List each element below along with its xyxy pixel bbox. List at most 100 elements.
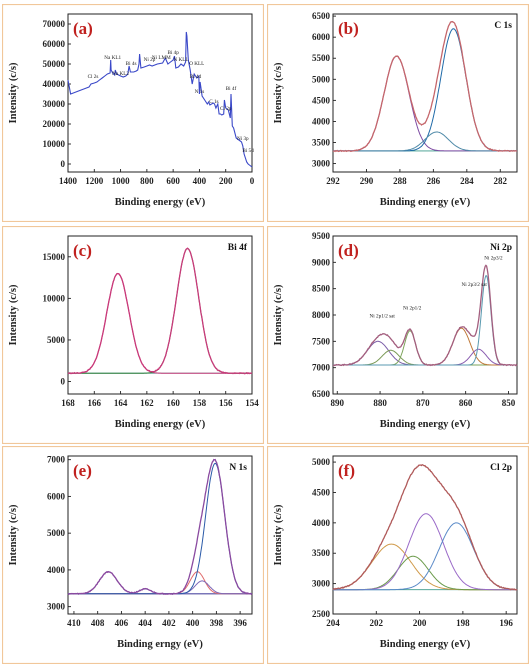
x-tick-label: 158 [193, 398, 207, 408]
x-axis-label: Binding energy (eV) [115, 197, 206, 208]
x-tick-label: 800 [140, 176, 154, 186]
x-tick-label: 1400 [59, 176, 78, 186]
x-tick-label: 156 [219, 398, 233, 408]
panel-letter: (a) [73, 19, 93, 38]
x-tick-label: 1200 [85, 176, 104, 186]
y-tick-label: 5000 [47, 335, 66, 345]
x-tick-label: 860 [459, 398, 473, 408]
peak-annotation: Bi 4p [167, 50, 179, 56]
peak-annotation: C 1s [209, 99, 218, 105]
x-axis-label: Binding erngy (eV) [117, 639, 203, 650]
chart-svg-e: 410 408 406 404 402 400 398 396 3000 4000 5000 6000… [2, 446, 264, 664]
experimental-envelope [67, 247, 253, 375]
panel-frame [2, 4, 264, 222]
chart-svg-b: 292 290 288 286 284 282 3000 3500 4000 4500 5000 55… [267, 4, 529, 222]
chart-svg-a: 1400 1200 1000 800 600 400 200 0010000200003000… [2, 4, 264, 222]
y-tick-label: 3000 [312, 159, 331, 169]
x-tick-label: 408 [91, 618, 105, 628]
panel-frame [267, 446, 529, 664]
panel-frame [267, 226, 529, 444]
spectrum-title: N 1s [229, 463, 247, 473]
x-tick-label: 404 [138, 618, 152, 628]
peak-annotation: Ni 2p [144, 57, 156, 63]
y-tick-label: 6000 [47, 491, 66, 501]
y-tick-label: 10000 [43, 139, 66, 149]
x-tick-label: 202 [370, 618, 384, 628]
y-tick-label: 30000 [43, 99, 66, 109]
x-tick-label: 162 [140, 398, 154, 408]
y-tick-label: 2500 [312, 609, 331, 619]
x-tick-label: 600 [166, 176, 180, 186]
peak-annotation: Bi 4d [190, 74, 202, 80]
x-tick-label: 204 [326, 618, 340, 628]
peak-annotation: Ni 3p [237, 136, 249, 142]
y-axis-label: Intensity (c/s) [8, 284, 19, 345]
y-tick-label: 4000 [312, 518, 331, 528]
x-tick-label: 154 [245, 398, 259, 408]
spectrum-title: Cl 2p [490, 463, 512, 473]
y-axis-label: Intensity (c/s) [273, 504, 284, 565]
y-tick-label: 8000 [312, 310, 331, 320]
x-tick-label: 166 [88, 398, 102, 408]
x-tick-label: 400 [193, 176, 207, 186]
panel-d-ni2p: 890 880 870 860 850 6500 7000 7500 8000 8500 9000 9… [267, 226, 529, 444]
y-tick-label: 20000 [43, 119, 66, 129]
plot-area-frame [67, 13, 253, 173]
peak-annotation: Cl 2s [88, 74, 99, 80]
x-tick-label: 398 [210, 618, 224, 628]
chart-svg-c: 168 166 164 162 160 158 156 154 0 5000 10000 15000 B… [2, 226, 264, 444]
panel-frame [2, 446, 264, 664]
y-tick-label: 0 [61, 159, 66, 169]
plot-area-frame [67, 455, 253, 615]
peak-annotation: Ni LMM [152, 55, 171, 61]
panel-letter: (e) [73, 461, 92, 480]
peak-annotation: Bi 5d [242, 148, 254, 154]
plot-area-frame [67, 235, 253, 395]
peak-annotation: N 1s [195, 89, 205, 95]
y-tick-label: 4000 [47, 565, 66, 575]
fit-component-3 [333, 131, 517, 152]
peak-annotation: Cl 2p [220, 106, 232, 112]
chart-svg-f: 204 202 200 198 196 2500 3000 3500 4000 4500 5000 B… [267, 446, 529, 664]
panel-frame [267, 4, 529, 222]
y-tick-label: 0 [61, 377, 66, 387]
y-tick-label: 70000 [43, 19, 66, 29]
experimental-envelope [332, 264, 518, 367]
x-tick-label: 850 [502, 398, 516, 408]
y-tick-label: 4000 [312, 116, 331, 126]
x-tick-label: 160 [166, 398, 180, 408]
peak-annotation: Na KL2 [112, 71, 129, 77]
peak-annotation: Na KL1 [104, 55, 121, 61]
plot-area-frame [332, 13, 518, 173]
x-tick-label: 396 [233, 618, 247, 628]
y-tick-label: 4500 [312, 95, 331, 105]
x-tick-label: 198 [456, 618, 470, 628]
peak-annotation: Ni 2p1/2 sat [370, 314, 396, 320]
y-tick-label: 10000 [43, 293, 66, 303]
y-tick-label: 50000 [43, 59, 66, 69]
y-tick-label: 5000 [47, 528, 66, 538]
panel-b-c1s: 292 290 288 286 284 282 3000 3500 4000 4500 5000 55… [267, 4, 529, 222]
peak-annotation: O KLL [189, 61, 204, 67]
experimental-envelope [332, 463, 518, 591]
y-tick-label: 40000 [43, 79, 66, 89]
y-tick-label: 5500 [312, 53, 331, 63]
x-tick-label: 880 [373, 398, 387, 408]
x-tick-label: 286 [427, 176, 441, 186]
y-tick-label: 6500 [312, 389, 331, 399]
x-tick-label: 292 [326, 176, 340, 186]
peak-annotation: Bi 4s [126, 61, 137, 67]
x-tick-label: 284 [460, 176, 474, 186]
y-tick-label: 3500 [312, 138, 331, 148]
x-tick-label: 402 [162, 618, 176, 628]
panel-letter: (f) [338, 461, 355, 480]
y-tick-label: 8500 [312, 284, 331, 294]
peak-annotation: Bi 4f [226, 85, 237, 92]
spectrum-title: C 1s [494, 21, 512, 31]
y-tick-label: 5000 [312, 457, 331, 467]
y-axis-label: Intensity (c/s) [8, 62, 19, 123]
x-tick-label: 200 [413, 618, 427, 628]
plot-area-frame [332, 455, 518, 615]
y-tick-label: 9500 [312, 231, 331, 241]
x-axis-label: Binding energy (eV) [380, 197, 471, 208]
